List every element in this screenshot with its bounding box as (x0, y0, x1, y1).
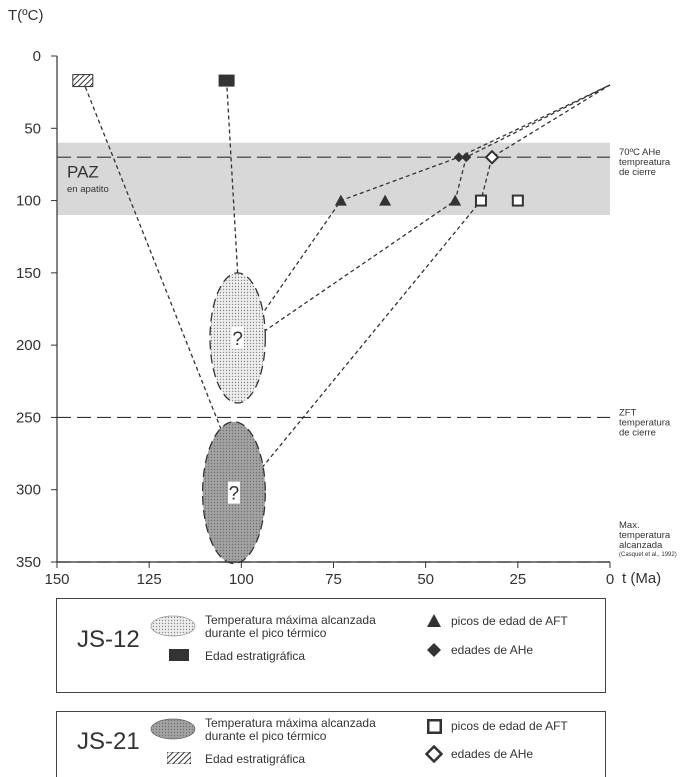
peak-temperature-ellipses: ?? (201, 272, 266, 565)
cooling-path-js-21-4 (248, 84, 611, 485)
point-js-12-filled-rect-0 (218, 74, 235, 87)
x-tick-label-6: 0 (606, 571, 614, 588)
open-square-icon (427, 719, 442, 734)
y-axis-ticks: 0 50 100 150 200 250 300 350 (16, 48, 57, 571)
open-diamond-icon (425, 745, 443, 763)
data-points (72, 74, 524, 207)
filled-rect-icon (169, 649, 189, 661)
legend-js12-aft-label: picos de edad de AFT (451, 614, 568, 628)
x-tick-label-3: 75 (325, 571, 342, 588)
filled-triangle-icon (427, 614, 441, 627)
point-js-21-hatched-rect-0 (72, 74, 94, 88)
y-tick-label-2: 100 (16, 193, 41, 210)
legend-js12-ellipse-label: Temperatura máxima alcanzada durante el … (205, 614, 376, 640)
x-tick-label-1: 125 (137, 571, 162, 588)
cooling-paths (82, 80, 611, 490)
legend-js21-aft-label: picos de edad de AFT (451, 719, 568, 733)
ellipse-label-bg-js-12 (231, 326, 244, 349)
y-tick-label-7: 350 (16, 554, 41, 571)
y-tick-label-0: 0 (33, 48, 41, 65)
ellipse-label-js-21: ? (229, 484, 240, 505)
reference-label-2-1: temperatura (619, 530, 671, 541)
legend-js21-ellipse-label: Temperatura máxima alcanzada durante el … (205, 717, 376, 743)
point-js-12-filled-triangle-0 (334, 194, 347, 206)
reference-label-0-0: 70ºC AHe (619, 147, 661, 158)
reference-label-2-2: alcanzada (619, 540, 663, 551)
y-tick-label-6: 300 (16, 482, 41, 499)
legend-js12-strat-label: Edad estratigráfica (205, 649, 306, 663)
reference-label-2-0: Max. (619, 520, 640, 531)
legend-js21-id: JS-21 (77, 728, 140, 755)
x-axis-ticks: 150 125 100 75 50 25 0 (44, 562, 614, 588)
x-tick-label-5: 25 (509, 571, 526, 588)
point-js-12-filled-triangle-2 (449, 194, 462, 206)
legend-js12: JS-12 Temperatura máxima alcanzada duran… (56, 598, 606, 693)
point-js-21-open-square-0 (474, 194, 487, 207)
point-js-21-open-square-1 (511, 194, 524, 207)
point-js-12-filled-diamond-0 (453, 152, 464, 163)
cooling-path-js-21-3 (82, 80, 246, 490)
y-tick-label-1: 50 (24, 120, 41, 137)
paz-band (57, 142, 610, 216)
cooling-path-js-12-2 (252, 84, 611, 340)
x-axis-title: t (Ma) (622, 570, 661, 587)
legend-js21: JS-21 Temperatura máxima alcanzada duran… (56, 711, 606, 777)
ellipse-label-js-12: ? (232, 329, 243, 350)
paz-label: PAZ (67, 162, 99, 181)
legend-js21-ellipse-label-2: durante el pico térmico (205, 729, 327, 743)
filled-diamond-icon (427, 643, 441, 657)
point-js-12-filled-triangle-1 (379, 194, 392, 206)
x-tick-label-4: 50 (417, 571, 434, 588)
legend-js12-ellipse-label-1: Temperatura máxima alcanzada (205, 613, 376, 627)
ellipse-label-bg-js-21 (227, 481, 240, 504)
y-tick-label-3: 150 (16, 265, 41, 282)
reference-label-0-2: de cierre (619, 167, 656, 178)
point-js-12-filled-diamond-1 (461, 152, 472, 163)
legend-js12-ellipse-label-2: durante el pico térmico (205, 626, 327, 640)
reference-label-1-1: temperatura (619, 417, 671, 428)
paz-sublabel: en apatito (67, 184, 109, 195)
reference-source-2: (Casquet et al., 1992) (619, 552, 677, 558)
hatched-rect-icon (167, 752, 191, 764)
point-js-21-open-diamond-0 (484, 149, 500, 165)
reference-label-1-2: de cierre (619, 427, 656, 438)
legend-js12-ahe-label: edades de AHe (451, 643, 534, 657)
reference-label-1-0: ZFT (619, 407, 637, 418)
legend-js21-ahe-label: edades de AHe (451, 747, 534, 761)
reference-label-0-1: tempreatura (619, 157, 671, 168)
y-tick-label-4: 200 (16, 337, 41, 354)
x-tick-label-0: 150 (44, 571, 69, 588)
y-tick-label-5: 250 (16, 409, 41, 426)
grey-ellipse-icon (150, 718, 196, 740)
legend-js21-strat-label: Edad estratigráfica (205, 752, 306, 766)
legend-js21-ellipse-label-1: Temperatura máxima alcanzada (205, 716, 376, 730)
dotted-ellipse-icon (150, 615, 196, 637)
y-axis-title: T(ºC) (8, 7, 43, 24)
legend-js12-id: JS-12 (77, 626, 140, 653)
cooling-path-js-12-1 (248, 84, 611, 334)
x-tick-label-2: 100 (229, 571, 254, 588)
